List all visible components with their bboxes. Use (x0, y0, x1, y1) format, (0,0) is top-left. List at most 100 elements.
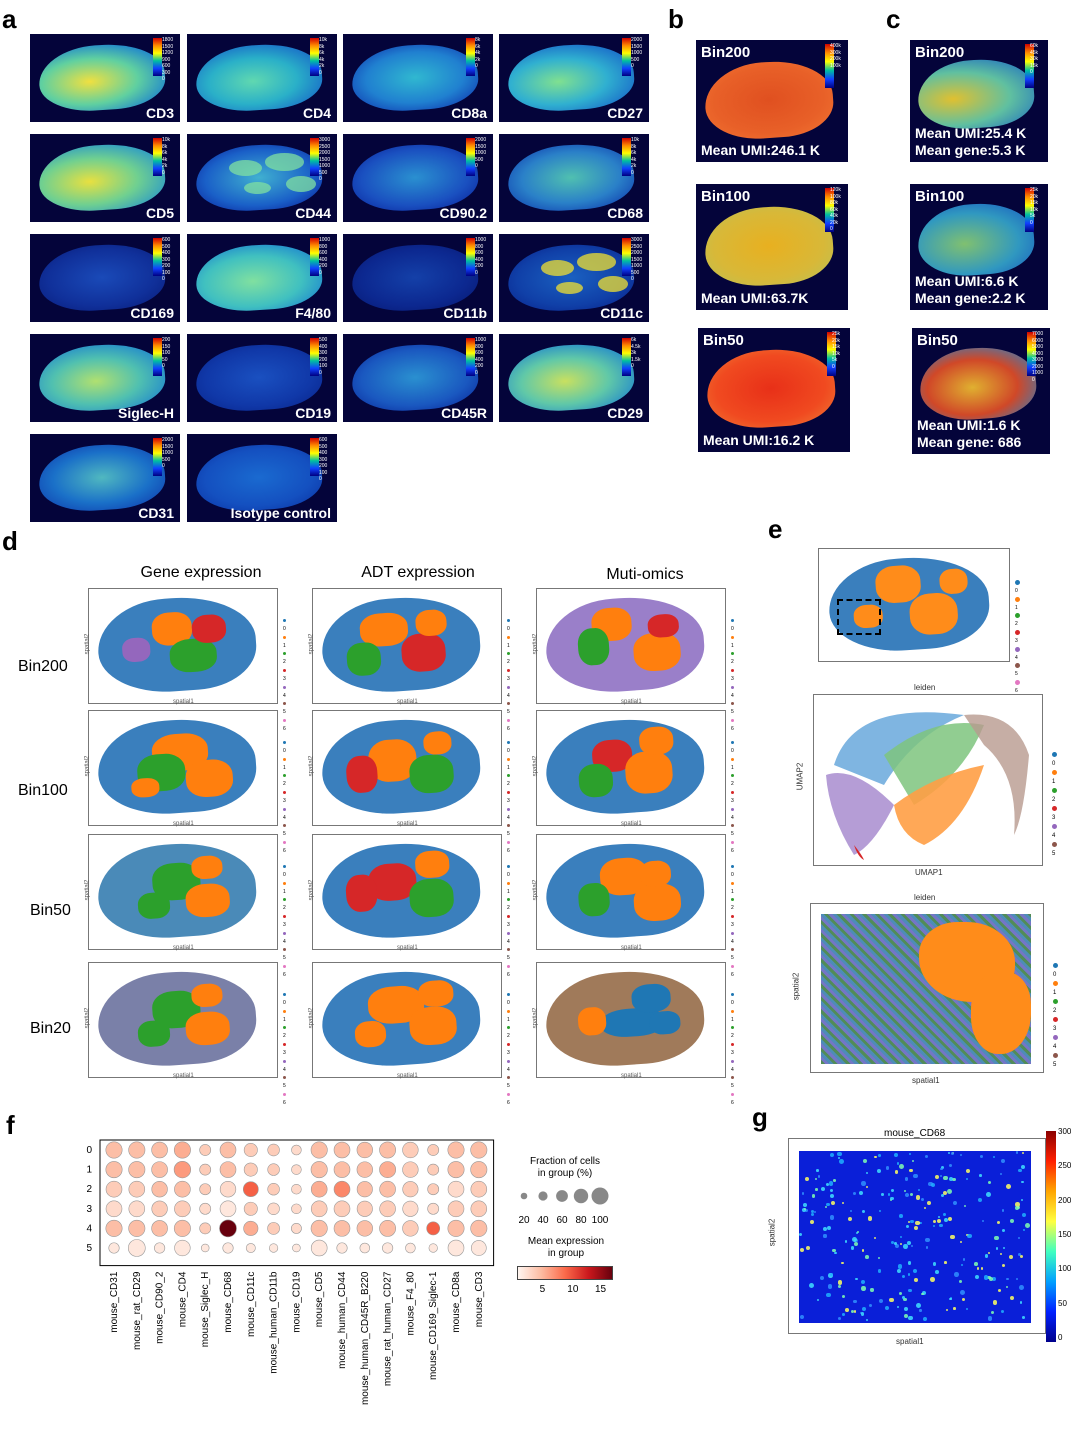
dotplot-dot (290, 1222, 302, 1234)
legend-dot (731, 881, 734, 885)
cluster-patch (630, 982, 673, 1014)
dotplot-dot (447, 1180, 465, 1198)
expression-spot (912, 1269, 917, 1274)
marker-label: F4/80 (295, 305, 331, 321)
size-legend-label: 100 (592, 1215, 609, 1224)
colorbar-tick: 600 (162, 63, 171, 69)
legend-dot (1052, 769, 1057, 775)
axis-xlabel: spatial1 (621, 1073, 642, 1079)
colorbar-tick: 400 (319, 343, 328, 350)
expression-spot (908, 1288, 912, 1293)
legend-dot (283, 931, 286, 935)
legend-dot (507, 718, 510, 722)
tissue-shape (319, 838, 484, 943)
legend-label: 4 (283, 938, 286, 945)
legend-entry: 3 (283, 667, 290, 684)
colorbar-tick: 500 (162, 456, 171, 463)
dotplot-dot (199, 1163, 212, 1176)
tissue-blob (704, 345, 838, 432)
colorbar (153, 338, 162, 376)
colorbar-tick: 20k (1030, 193, 1039, 200)
dotplot-dot (291, 1164, 302, 1175)
expression-spot (808, 1283, 814, 1289)
cluster-map-r2-c1: spatial1 spatial2 0 1 2 3 4 5 6 (308, 834, 510, 978)
legend-dot (507, 1042, 510, 1046)
expression-spot (899, 1291, 903, 1296)
legend-dot (1052, 823, 1057, 829)
colorbar-tick: 0 (1032, 376, 1035, 383)
cluster-legend: 0 1 2 3 4 5 6 (507, 739, 514, 855)
expression-spot (992, 1300, 998, 1305)
tissue-shape (319, 966, 484, 1071)
legend-dot (1052, 787, 1057, 793)
expression-spot (834, 1251, 837, 1254)
cluster-patch (344, 873, 380, 914)
marker-label: CD169 (130, 305, 174, 321)
cluster-map-r1-c1: spatial1 spatial2 0 1 2 3 4 5 6 (308, 710, 510, 854)
legend-entry: 5 (507, 946, 514, 963)
tissue-blob (349, 140, 481, 214)
legend-label: 4 (1053, 1044, 1057, 1050)
legend-dot (283, 1026, 286, 1030)
expression-spot (826, 1182, 829, 1186)
adt-tile-15: 6k 4.5k 3k 1.5k 0 CD29 (499, 334, 649, 422)
dotplot-marker-label: mouse_human_CD11b (269, 1271, 280, 1374)
colorbar (466, 138, 475, 176)
cluster-patch (184, 1010, 232, 1047)
colorbar-tick: 500 (631, 269, 640, 276)
expression-spot (975, 1274, 980, 1279)
colorbar-ticks: 2000 1500 1000 500 0 (631, 37, 647, 70)
legend-entry: 0 (1052, 751, 1061, 769)
legend-dot (283, 635, 286, 639)
legend-entry: 5 (283, 1074, 290, 1091)
cluster-map-r0-c0: spatial1 spatial2 0 1 2 3 4 5 6 (84, 588, 286, 732)
dotplot-dot (105, 1180, 123, 1198)
expression-spot (811, 1194, 816, 1198)
legend-dot (731, 1059, 734, 1063)
mean-umi-line: Mean UMI:1.6 K (917, 417, 1021, 433)
legend-entry: 5 (507, 822, 514, 839)
cluster-patch (408, 1005, 459, 1047)
legend-label: 5 (1053, 1062, 1057, 1068)
expression-spot (860, 1279, 866, 1285)
panel-letter-c: c (886, 4, 901, 34)
colorbar-ticks: 200 150 100 50 0 (162, 337, 178, 370)
expression-spot (976, 1267, 980, 1270)
adt-tile-16: 2000 1500 1000 500 0 CD31 (30, 434, 180, 522)
expression-spot (932, 1225, 935, 1228)
expression-spot (943, 1175, 948, 1181)
legend-dot (507, 774, 510, 778)
legend-dot (283, 993, 286, 997)
tissue-blob (193, 340, 325, 414)
adt-tile-9: 1000 800 600 400 200 0 F4/80 (187, 234, 337, 322)
tissue-blob (916, 55, 1037, 132)
legend-dot (731, 840, 734, 844)
adt-tile-0: 1800 1500 1200 900 600 300 0 CD3 (30, 34, 180, 122)
colorbar-tick: 1000 (475, 237, 487, 243)
legend-entry: 0 (507, 863, 514, 880)
axis-xlabel: spatial1 (173, 1073, 194, 1079)
legend-entry: 1 (283, 634, 290, 651)
g-colorbar-tick: 0 (1058, 1333, 1063, 1342)
expression-spot (921, 1292, 925, 1296)
colorbar-tick: 400 (475, 356, 484, 363)
expression-spot (959, 1290, 965, 1296)
expression-spot (1019, 1285, 1024, 1290)
dotplot-dot (267, 1182, 280, 1196)
cluster-legend: 0 1 2 3 4 5 6 (731, 739, 738, 855)
legend-dot (731, 790, 734, 794)
legend-dot (507, 993, 510, 997)
colorbar (825, 44, 834, 88)
legend-dot (507, 1026, 510, 1030)
colorbar-tick: 1000 (319, 163, 331, 169)
legend-label: 3 (283, 1050, 286, 1057)
colorbar-tick: 50 (162, 356, 168, 363)
legend-label: 6 (507, 847, 510, 854)
cluster-patch (632, 882, 683, 923)
colorbar-tick: 0 (162, 169, 165, 176)
adt-tile-7: 10k 8k 6k 4k 2k 0 CD68 (499, 134, 649, 222)
axis-ylabel: spatial2 (84, 879, 91, 901)
panel-letter-b: b (668, 4, 684, 34)
dotplot-marker-label: mouse_human_CD45R_B220 (360, 1271, 371, 1405)
expression-spot (859, 1311, 862, 1314)
